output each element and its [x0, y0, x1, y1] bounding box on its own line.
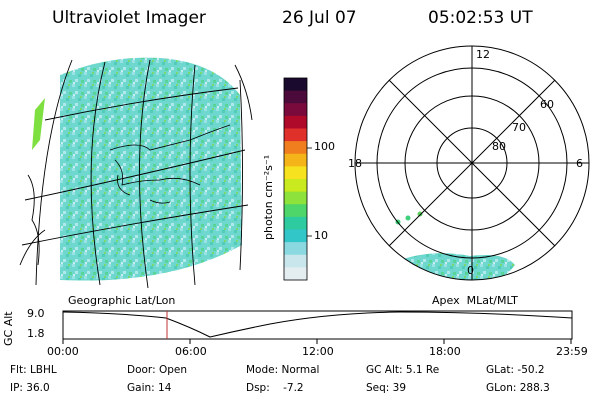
colorbar-segment [284, 103, 307, 117]
lat-label-80: 80 [492, 140, 506, 153]
geographic-map [19, 55, 275, 290]
colorbar-segment [284, 78, 307, 92]
xtick-0000: 00:00 [47, 345, 79, 358]
colorbar-segment [284, 153, 307, 167]
colorbar-segment [284, 141, 307, 155]
colorbar-segment [284, 115, 307, 129]
status-mode: Mode: Normal [246, 364, 320, 376]
mlt-label-12: 12 [476, 48, 490, 61]
status-glat: GLat: -50.2 [486, 364, 545, 376]
colorbar [284, 78, 307, 281]
polar-auroral-oval [395, 253, 515, 280]
mlt-label-0: 0 [467, 264, 474, 277]
colorbar-segment [284, 242, 307, 256]
xtick-0600: 06:00 [175, 345, 207, 358]
status-dsp: Dsp: -7.2 [246, 382, 304, 394]
colorbar-segment [284, 179, 307, 193]
status-filter: Flt: LBHL [10, 364, 57, 376]
polar-caption: Apex MLat/MLT [432, 294, 518, 307]
colorbar-segment [284, 166, 307, 180]
colorbar-segment [284, 267, 307, 281]
colorbar-segment [284, 128, 307, 142]
observation-time: 05:02:53 UT [428, 8, 533, 28]
auroral-disk [60, 57, 242, 281]
status-gain: Gain: 14 [127, 382, 172, 394]
status-glon: GLon: 288.3 [486, 382, 550, 394]
xtick-1200: 12:00 [302, 345, 334, 358]
colorbar-segment [284, 254, 307, 268]
altitude-plot [62, 310, 573, 344]
status-seq: Seq: 39 [366, 382, 407, 394]
altitude-ytick-low: 1.8 [27, 327, 45, 340]
colorbar-tick-10: 10 [314, 229, 328, 242]
status-ip: IP: 36.0 [10, 382, 50, 394]
mlt-label-18: 18 [348, 157, 362, 170]
xtick-1800: 18:00 [429, 345, 461, 358]
observation-date: 26 Jul 07 [282, 8, 357, 28]
colorbar-tick-100: 100 [314, 140, 335, 153]
instrument-title: Ultraviolet Imager [52, 8, 206, 28]
colorbar-unit-label: photon cm⁻²s⁻¹ [262, 154, 275, 240]
status-gc-alt: GC Alt: 5.1 Re [366, 364, 440, 376]
polar-plot [354, 45, 590, 281]
status-door: Door: Open [127, 364, 187, 376]
lat-label-60: 60 [540, 98, 554, 111]
lat-label-70: 70 [512, 121, 526, 134]
colorbar-segment [284, 204, 307, 218]
geographic-caption: Geographic Lat/Lon [68, 294, 176, 307]
altitude-ytick-high: 9.0 [27, 307, 45, 320]
colorbar-segment [284, 216, 307, 230]
altitude-curve [62, 311, 573, 338]
xtick-2359: 23:59 [556, 345, 588, 358]
mlt-label-6: 6 [576, 157, 583, 170]
colorbar-segment [284, 191, 307, 205]
colorbar-segment [284, 90, 307, 104]
colorbar-segment [284, 229, 307, 243]
altitude-ylabel: GC Alt [2, 311, 15, 346]
